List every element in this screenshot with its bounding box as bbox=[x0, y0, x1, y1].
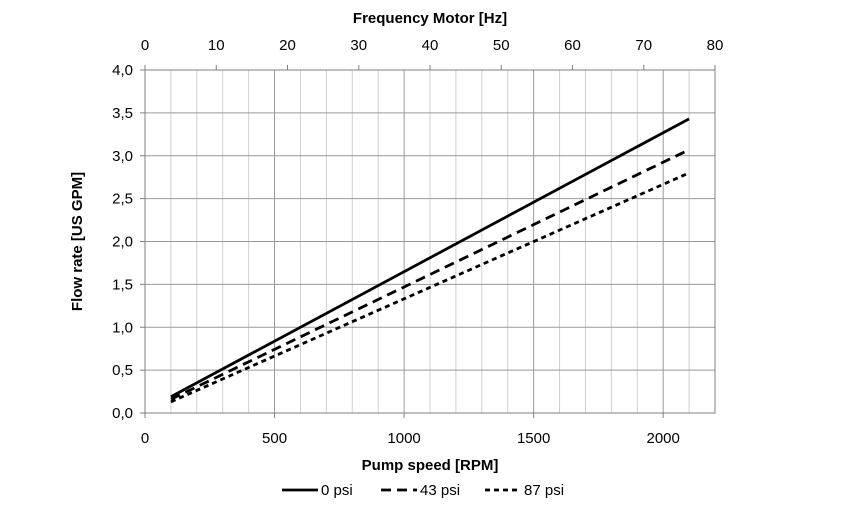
y-tick-label: 1,0 bbox=[112, 319, 133, 336]
top-tick-label: 50 bbox=[493, 37, 510, 54]
y-tick-label: 4,0 bbox=[112, 62, 133, 79]
legend-label-2: 43 psi bbox=[420, 482, 460, 499]
y-tick-label: 2,5 bbox=[112, 191, 133, 208]
series-line-3 bbox=[170, 171, 690, 404]
top-tick-label: 20 bbox=[279, 37, 296, 54]
top-tick-label: 30 bbox=[350, 37, 367, 54]
x-tick-label: 2000 bbox=[646, 430, 679, 447]
top-tick-label: 10 bbox=[208, 37, 225, 54]
y-tick-label: 0,0 bbox=[112, 405, 133, 422]
gridlines bbox=[145, 70, 715, 413]
x-tick-label: 1000 bbox=[387, 430, 420, 447]
y-tick-label: 3,5 bbox=[112, 105, 133, 122]
top-tick-label: 40 bbox=[422, 37, 439, 54]
top-tick-label: 70 bbox=[635, 37, 652, 54]
series-line-1 bbox=[170, 117, 690, 398]
y-tick-label: 2,0 bbox=[112, 234, 133, 251]
y-tick-label: 1,5 bbox=[112, 276, 133, 293]
y-axis-title: Flow rate [US GPM] bbox=[69, 172, 86, 311]
tick-marks bbox=[140, 65, 716, 418]
y-tick-label: 0,5 bbox=[112, 362, 133, 379]
x-tick-label: 1500 bbox=[517, 430, 550, 447]
legend: 0 psi 43 psi 87 psi bbox=[282, 482, 564, 499]
x-tick-label: 500 bbox=[262, 430, 287, 447]
legend-label-3: 87 psi bbox=[524, 482, 564, 499]
legend-label-1: 0 psi bbox=[321, 482, 353, 499]
x-tick-label: 0 bbox=[141, 430, 149, 447]
x-axis-title: Pump speed [RPM] bbox=[362, 457, 499, 474]
top-tick-label: 0 bbox=[141, 37, 149, 54]
top-tick-label: 80 bbox=[707, 37, 724, 54]
y-tick-label: 3,0 bbox=[112, 148, 133, 165]
series-lines bbox=[170, 117, 690, 404]
top-tick-label: 60 bbox=[564, 37, 581, 54]
top-axis-title: Frequency Motor [Hz] bbox=[353, 10, 507, 27]
